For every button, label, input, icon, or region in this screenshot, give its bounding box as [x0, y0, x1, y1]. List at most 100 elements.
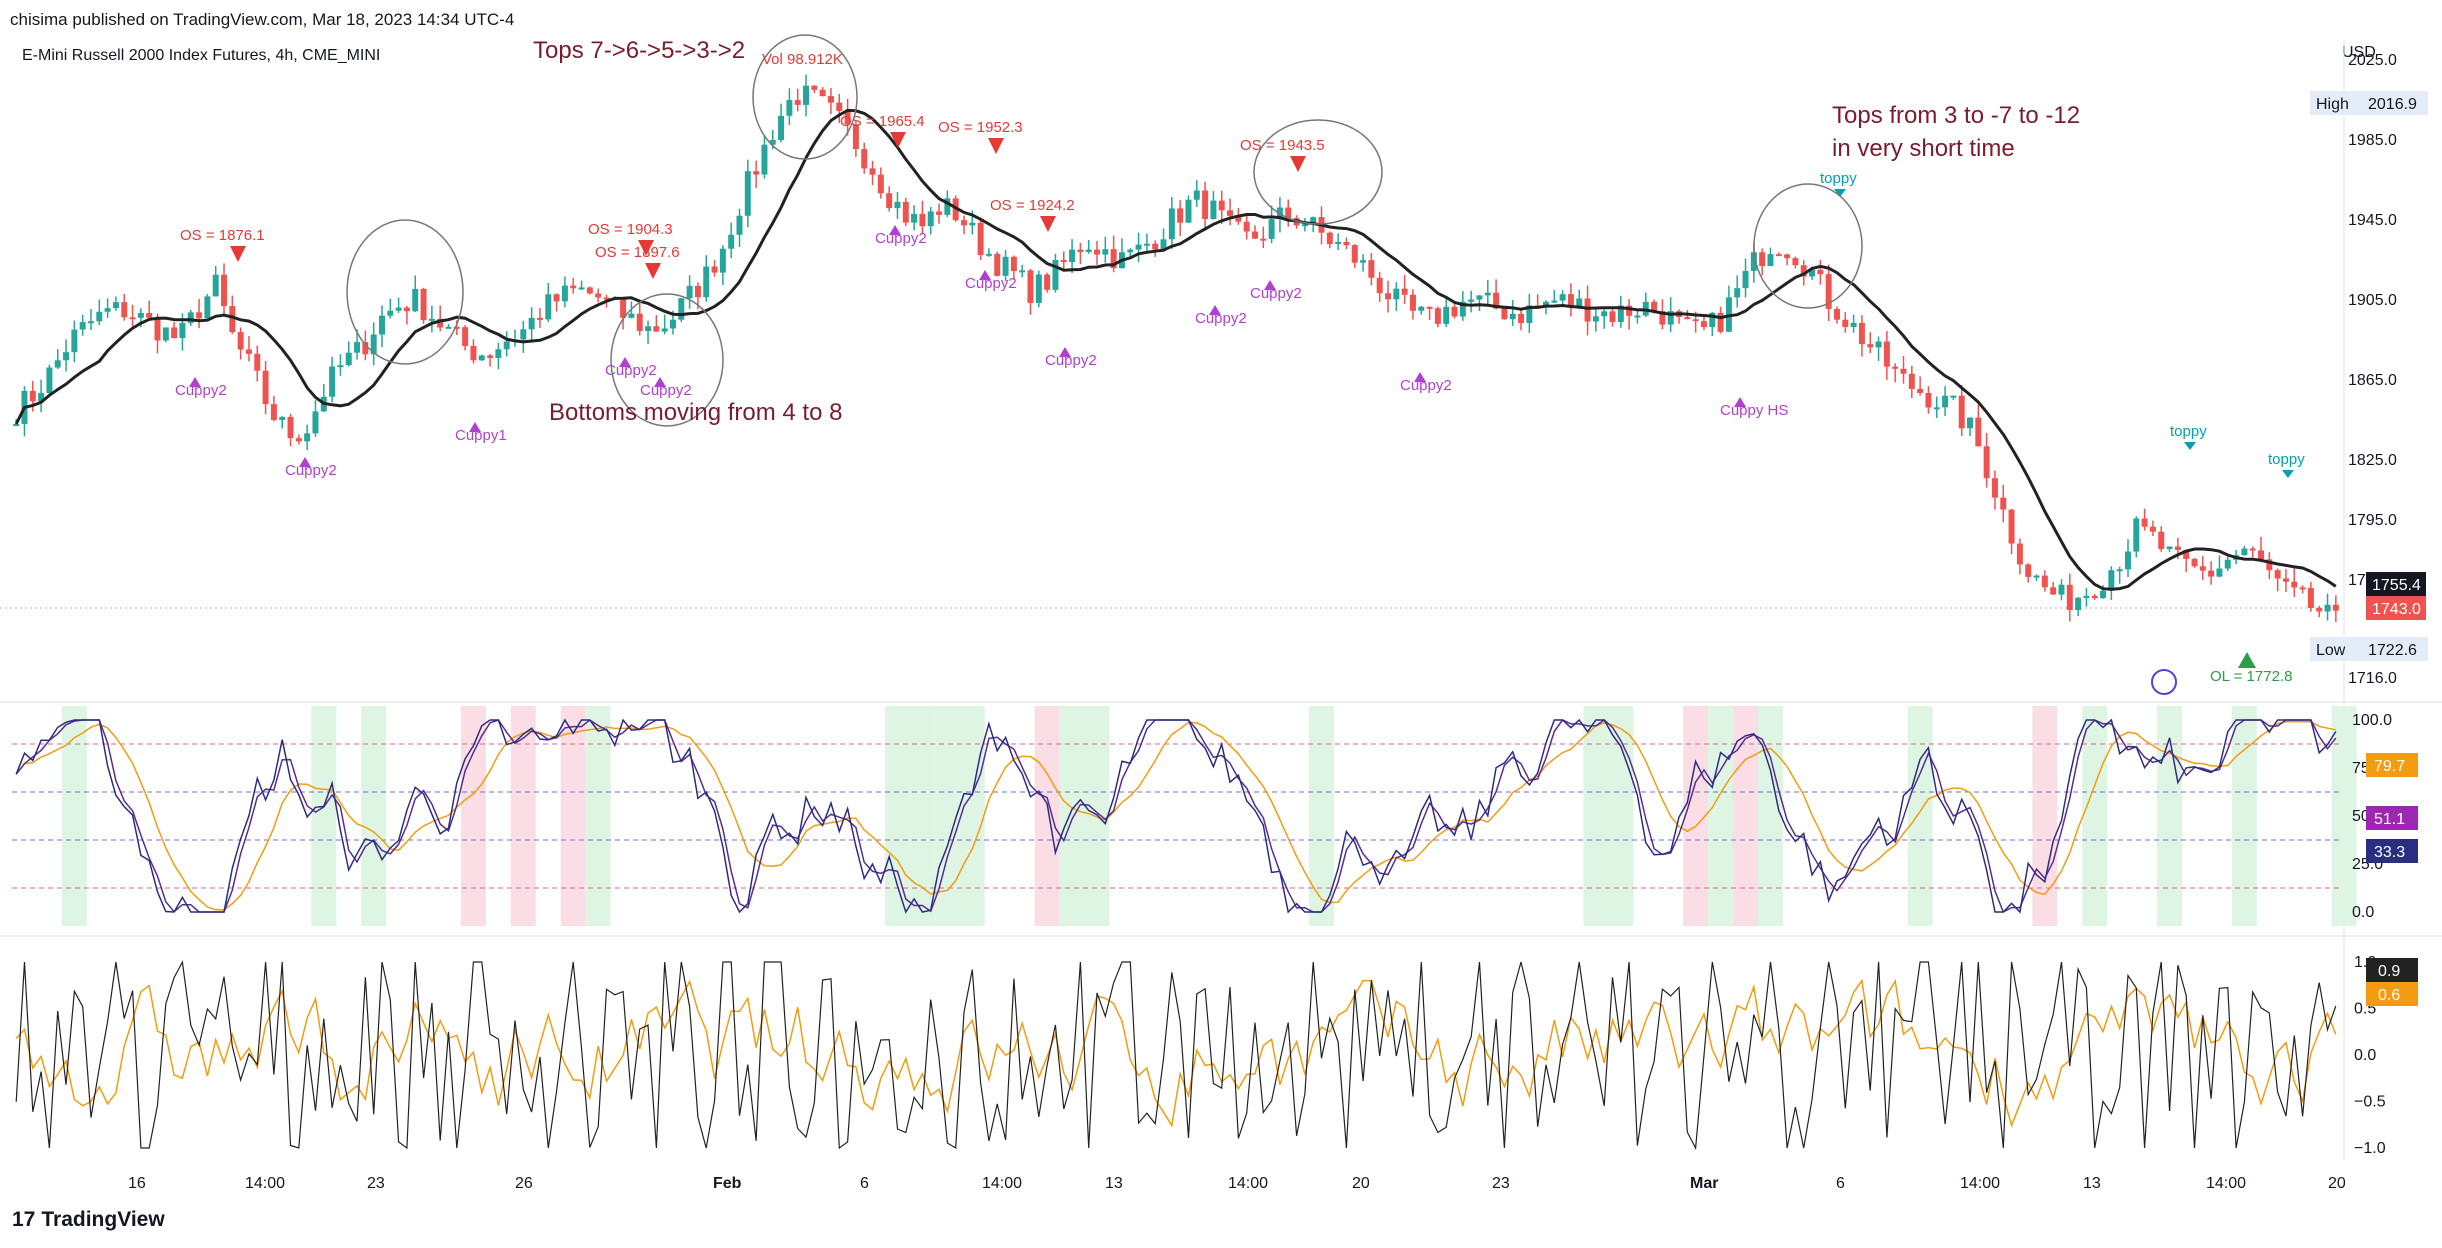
annotation-tops-right-2: in very short time [1832, 135, 2015, 162]
stoch-band [1907, 706, 1933, 926]
candle-body [703, 266, 710, 298]
candle-body [1102, 249, 1109, 255]
candle-body [1775, 254, 1782, 257]
osc-badge-orange: 0.6 [2366, 982, 2418, 1006]
cuppy-label: Cuppy2 [175, 382, 227, 399]
candle-body [1243, 221, 1250, 232]
candle-body [1717, 312, 1724, 332]
candle-body [994, 253, 1001, 276]
candle-body [869, 168, 876, 175]
candle-body [852, 124, 859, 150]
candle-body [2166, 546, 2173, 550]
candle-body [1925, 392, 1932, 408]
stochastic-pane [12, 718, 2340, 914]
svg-text:0.9: 0.9 [2378, 963, 2400, 980]
candle-body [1385, 293, 1392, 300]
candle-body [1659, 311, 1666, 325]
candle-body [1991, 478, 1998, 498]
candle-body [63, 352, 70, 361]
candle-body [736, 215, 743, 235]
chart-canvas[interactable]: OS = 1876.1 OS = 1904.3 OS = 1897.6 OS = 19… [0, 0, 2442, 1210]
stoch-d-line [15, 720, 2336, 911]
candle-body [395, 307, 402, 311]
os-label: OS = 1904.3 [588, 221, 673, 238]
candle-body [354, 342, 361, 353]
candle-body [2249, 548, 2256, 551]
candle-body [1476, 295, 1483, 300]
candle-body [1684, 317, 1691, 320]
os-label: OS = 1952.3 [938, 119, 1023, 136]
osc-orange-line [15, 978, 2337, 1128]
candle-body [653, 326, 660, 332]
candle-body [1152, 243, 1159, 250]
svg-text:Low: Low [2316, 642, 2346, 659]
candle-body [1418, 306, 1425, 311]
candle-body [1044, 274, 1051, 290]
buy-signal-icon [1734, 397, 1746, 407]
sell-signal-icon [988, 138, 1004, 154]
price-tick-label: 1985.0 [2348, 132, 2397, 149]
last-price-badge: 1755.4 [2366, 572, 2426, 596]
candle-body [87, 321, 94, 324]
buy-signal-icon [1059, 347, 1071, 357]
candle-body [420, 288, 427, 321]
candle-body [2216, 568, 2223, 577]
candle-body [154, 317, 161, 341]
candle-body [927, 211, 934, 227]
candle-body [1917, 388, 1924, 393]
candle-body [1942, 395, 1949, 408]
candle-body [1218, 200, 1225, 211]
candle-body [437, 318, 444, 328]
candle-body [1168, 208, 1175, 240]
candle-body [1310, 217, 1317, 225]
sell-signal-icon [645, 263, 661, 279]
toppy-signal-icon [1834, 189, 1846, 197]
candle-body [2058, 584, 2065, 595]
cuppy-label: Cuppy2 [605, 362, 657, 379]
candle-body [520, 329, 527, 340]
candle-body [2083, 595, 2090, 598]
candle-body [977, 222, 984, 256]
stoch-band [1608, 706, 1634, 926]
stoch-band [510, 706, 536, 926]
candle-body [1742, 270, 1749, 289]
time-tick-label: 20 [1352, 1175, 1370, 1192]
candle-body [146, 312, 153, 318]
time-tick-label: 14:00 [982, 1175, 1022, 1192]
price-tick-label: 2025.0 [2348, 52, 2397, 69]
candle-body [1202, 190, 1209, 220]
candle-body [911, 213, 918, 223]
buy-signal-icon [299, 457, 311, 467]
candle-body [2016, 543, 2023, 565]
candle-body [38, 393, 45, 402]
candle-body [345, 352, 352, 366]
candle-body [1551, 300, 1558, 303]
candle-body [1268, 219, 1275, 239]
candle-body [1975, 417, 1982, 447]
candle-body [595, 293, 602, 298]
candle-body [1426, 306, 1433, 309]
sell-signal-icon [1290, 156, 1306, 172]
candle-body [761, 144, 768, 175]
candle-body [819, 89, 826, 97]
svg-text:1755.4: 1755.4 [2372, 577, 2421, 594]
time-tick-label: 23 [367, 1175, 385, 1192]
buy-signal-icon [619, 357, 631, 367]
grid-lines [0, 40, 2442, 1160]
osc-black-line [15, 960, 2337, 1151]
candle-body [1251, 231, 1258, 239]
candle-body [1584, 298, 1591, 322]
stoch-tick-label: 100.0 [2352, 712, 2392, 729]
stoch-band [909, 706, 935, 926]
candle-body [2291, 581, 2298, 588]
candle-body [1900, 368, 1907, 374]
candle-body [960, 220, 967, 226]
tradingview-brand[interactable]: 17 TradingView [12, 1208, 165, 1232]
stoch-band [1683, 706, 1709, 926]
stoch-band [1034, 706, 1060, 926]
candle-body [1185, 199, 1192, 223]
candle-body [1634, 315, 1641, 318]
candle-body [2033, 575, 2040, 578]
price-tick-label: 1825.0 [2348, 452, 2397, 469]
candle-body [1094, 249, 1101, 255]
